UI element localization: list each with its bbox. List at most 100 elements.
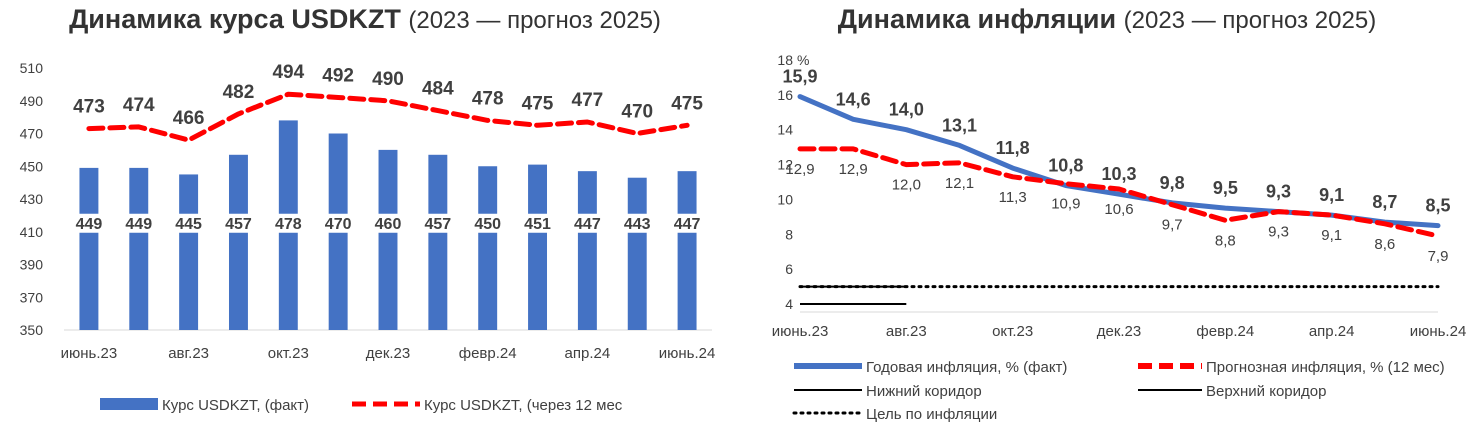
inflation-forecast-value-label: 10,9 xyxy=(1051,196,1080,213)
inflation-fact-value-label: 9,3 xyxy=(1266,182,1291,202)
usdkzt-forecast-value-label: 484 xyxy=(422,79,454,100)
y-tick-label: 410 xyxy=(20,224,44,240)
x-tick-label: апр.24 xyxy=(1309,323,1355,340)
usdkzt-fact-value-label: 447 xyxy=(674,216,701,233)
usdkzt-forecast-value-label: 477 xyxy=(572,90,604,111)
legend-forecast-label: Курс USDKZT, (через 12 мес xyxy=(424,397,623,414)
usdkzt-forecast-value-label: 475 xyxy=(671,93,703,114)
inflation-forecast-value-label: 9,1 xyxy=(1321,227,1342,244)
usdkzt-forecast-value-label: 492 xyxy=(322,65,354,86)
inflation-fact-value-label: 8,7 xyxy=(1372,192,1397,212)
inflation-fact-value-label: 10,8 xyxy=(1048,155,1083,175)
inflation-forecast-value-label: 9,3 xyxy=(1268,224,1289,241)
bar-label-background xyxy=(66,213,111,233)
usdkzt-fact-bar xyxy=(627,177,647,330)
inflation-forecast-value-label: 11,3 xyxy=(999,189,1027,206)
inflation-chart-title: Динамика инфляции (2023 — прогноз 2025) xyxy=(740,4,1474,35)
y-tick-label: 450 xyxy=(20,158,44,174)
inflation-fact-line xyxy=(797,94,1441,229)
usdkzt-title-main: Динамика курса USDKZT xyxy=(69,4,401,34)
usdkzt-forecast-value-label: 490 xyxy=(372,69,404,90)
legend-fact-swatch xyxy=(100,398,158,410)
bar-label-background xyxy=(266,213,311,233)
inflation-forecast-value-label: 8,8 xyxy=(1215,232,1236,249)
inflation-fact-value-label: 9,5 xyxy=(1213,178,1238,198)
usdkzt-title-period: (2023 — прогноз 2025) xyxy=(408,7,661,34)
inflation-fact-value-label: 14,0 xyxy=(889,100,924,120)
inflation-fact-value-label: 9,8 xyxy=(1160,173,1185,193)
legend-fact-label: Годовая инфляция, % (факт) xyxy=(866,359,1067,376)
x-tick-label: авг.23 xyxy=(886,323,927,340)
y-tick-label: 10 xyxy=(777,191,793,207)
usdkzt-fact-value-label: 449 xyxy=(76,216,103,233)
x-tick-label: дек.23 xyxy=(1097,323,1142,340)
y-tick-label: 16 xyxy=(777,87,793,103)
bar-label-background xyxy=(615,213,660,233)
x-tick-label: окт.23 xyxy=(268,345,309,362)
bar-label-background xyxy=(665,213,710,233)
usdkzt-forecast-value-label: 470 xyxy=(621,102,653,123)
bar-label-background xyxy=(316,213,361,233)
inflation-forecast-value-label: 9,7 xyxy=(1162,217,1183,234)
y-tick-label: 4 xyxy=(785,296,793,312)
usdkzt-fact-bar xyxy=(129,167,149,330)
bar-label-background xyxy=(216,213,261,233)
usdkzt-fact-value-label: 457 xyxy=(424,216,451,233)
inflation-fact-value-label: 14,6 xyxy=(836,89,871,109)
y-tick-label: 18 xyxy=(777,52,793,68)
usdkzt-fact-value-label: 451 xyxy=(524,216,551,233)
inflation-fact-value-label: 9,1 xyxy=(1319,185,1344,205)
usdkzt-fact-value-label: 457 xyxy=(225,216,252,233)
legend-forecast-label: Прогнозная инфляция, % (12 мес) xyxy=(1206,359,1445,376)
usdkzt-forecast-line xyxy=(86,91,690,143)
x-tick-label: февр.24 xyxy=(459,345,517,362)
y-tick-label: 490 xyxy=(20,93,44,109)
usdkzt-fact-value-label: 447 xyxy=(574,216,601,233)
usdkzt-chart-panel: Динамика курса USDKZT (2023 — прогноз 20… xyxy=(0,0,730,427)
inflation-title-period: (2023 — прогноз 2025) xyxy=(1123,7,1377,34)
y-tick-label: 370 xyxy=(20,289,44,305)
legend-lower-corridor-label: Нижний коридор xyxy=(866,383,982,400)
y-tick-label: 350 xyxy=(20,322,44,338)
usdkzt-chart-svg: 350 370 390 410 430 450 470 490 510 449 449 445 457 4… xyxy=(20,60,716,414)
x-tick-label: июнь.23 xyxy=(61,345,118,362)
y-tick-label: 510 xyxy=(20,60,44,76)
inflation-forecast-value-label: 12,9 xyxy=(839,161,868,178)
x-tick-label: апр.24 xyxy=(565,345,611,362)
x-tick-label: окт.23 xyxy=(992,323,1033,340)
y-tick-label: 390 xyxy=(20,257,44,273)
bar-label-background xyxy=(116,213,161,233)
bar-label-background xyxy=(366,213,410,233)
inflation-fact-value-label: 10,3 xyxy=(1101,164,1136,184)
inflation-fact-value-label: 13,1 xyxy=(942,115,977,135)
usdkzt-fact-value-label: 450 xyxy=(474,216,501,233)
x-tick-label: июнь.23 xyxy=(772,323,829,340)
inflation-forecast-value-label: 8,6 xyxy=(1374,236,1395,253)
legend-upper-corridor-label: Верхний коридор xyxy=(1206,383,1326,400)
inflation-fact-value-label: 11,8 xyxy=(996,138,1030,158)
bar-label-background xyxy=(166,213,211,233)
usdkzt-fact-value-label: 445 xyxy=(175,216,202,233)
usdkzt-fact-bar xyxy=(577,171,597,330)
usdkzt-forecast-value-label: 466 xyxy=(173,108,205,129)
usdkzt-forecast-value-label: 478 xyxy=(472,88,504,109)
usdkzt-forecast-value-label: 474 xyxy=(123,95,155,116)
usdkzt-forecast-value-label: 475 xyxy=(522,93,554,114)
inflation-forecast-value-label: 12,9 xyxy=(785,161,814,178)
legend-target-label: Цель по инфляции xyxy=(866,406,997,423)
x-tick-label: июнь.24 xyxy=(659,345,716,362)
usdkzt-forecast-value-label: 473 xyxy=(73,97,105,118)
inflation-chart-panel: Динамика инфляции (2023 — прогноз 2025) … xyxy=(740,0,1474,427)
usdkzt-fact-bar xyxy=(79,167,99,330)
y-tick-label: 12 xyxy=(777,157,793,173)
bar-label-background xyxy=(415,213,460,233)
legend-fact-label: Курс USDKZT, (факт) xyxy=(162,397,309,414)
usdkzt-fact-value-label: 460 xyxy=(375,216,402,233)
y-unit-label: % xyxy=(797,52,809,68)
usdkzt-fact-bar xyxy=(677,171,697,330)
usdkzt-forecast-value-label: 482 xyxy=(223,82,255,103)
usdkzt-fact-bar xyxy=(478,166,498,330)
x-tick-label: февр.24 xyxy=(1196,323,1254,340)
bar-label-background xyxy=(465,213,510,233)
usdkzt-fact-value-label: 443 xyxy=(624,216,651,233)
